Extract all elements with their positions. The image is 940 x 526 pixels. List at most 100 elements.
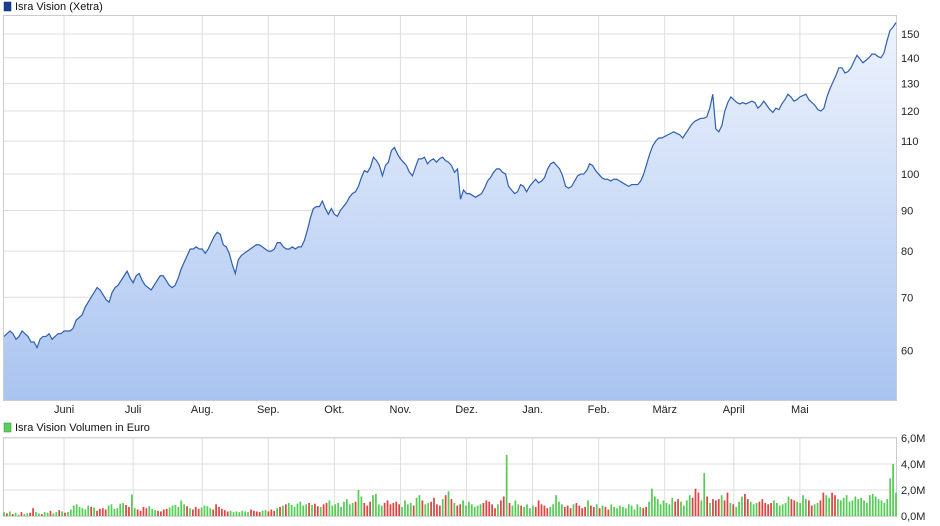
volume-bar: [37, 513, 40, 516]
price-legend-label: Isra Vision (Xetra): [15, 1, 103, 13]
volume-bar: [462, 500, 464, 516]
volume-bar: [223, 510, 226, 516]
volume-bar: [633, 509, 636, 516]
volume-bar: [607, 509, 610, 516]
volume-bar: [250, 509, 252, 516]
volume-bar: [523, 506, 525, 516]
volume-bar: [299, 501, 302, 516]
volume-bar: [366, 505, 369, 516]
volume-bar: [531, 505, 534, 516]
volume-bar: [191, 509, 194, 516]
x-tick-label: Feb.: [588, 404, 610, 416]
price-y-tick-label: 100: [901, 169, 919, 181]
volume-bar: [343, 501, 345, 516]
volume-bar: [267, 511, 270, 516]
volume-bar: [444, 495, 447, 516]
volume-bar: [482, 503, 485, 516]
volume-bar: [23, 514, 26, 516]
volume-bar: [752, 504, 755, 516]
volume-bar: [889, 478, 892, 516]
volume-bar: [502, 496, 505, 516]
volume-bar: [261, 510, 264, 516]
volume-bar: [488, 501, 491, 516]
volume-bar: [247, 512, 249, 516]
volume-bar: [11, 514, 14, 516]
volume-bar: [776, 503, 778, 516]
volume-bar: [282, 505, 284, 516]
volume-y-tick-label: 6,0M: [901, 433, 925, 445]
price-series-line: [3, 22, 897, 350]
volume-bar: [517, 504, 520, 516]
volume-bar: [104, 509, 107, 516]
volume-bar: [229, 510, 232, 516]
volume-bar: [270, 509, 273, 516]
volume-bar: [700, 500, 703, 516]
volume-bar: [154, 510, 156, 516]
volume-bar: [610, 504, 613, 516]
volume-bars: [3, 454, 897, 516]
volume-bar: [186, 506, 188, 516]
volume-bar: [587, 500, 589, 516]
volume-y-tick-label: 4,0M: [901, 459, 925, 471]
volume-bar: [613, 506, 616, 516]
volume-bar: [180, 500, 183, 516]
x-tick-label: Juli: [125, 404, 142, 416]
volume-bar: [392, 503, 395, 516]
volume-bar: [157, 510, 159, 516]
volume-bar: [773, 500, 775, 516]
x-tick-label: Nov.: [390, 404, 412, 416]
volume-bar: [845, 495, 848, 516]
volume-bar: [807, 500, 810, 516]
volume-bar: [520, 505, 523, 516]
volume-bar: [160, 511, 162, 516]
volume-legend-label: Isra Vision Volumen in Euro: [15, 422, 150, 434]
volume-bar: [648, 501, 650, 516]
volume-y-tick-label: 0,0M: [901, 511, 925, 523]
volume-bar: [58, 510, 61, 516]
volume-bar: [712, 499, 714, 516]
volume-bar: [64, 512, 66, 516]
volume-bar: [107, 505, 110, 516]
volume-bar: [69, 509, 72, 516]
volume-bar: [139, 510, 142, 516]
volume-bar: [860, 497, 862, 516]
volume-bar: [354, 501, 357, 516]
volume-bar: [871, 493, 874, 516]
volume-bar: [348, 504, 351, 516]
volume-bar: [764, 503, 767, 516]
volume-bar: [407, 504, 409, 516]
volume-bar: [441, 499, 444, 516]
volume-bar: [485, 500, 488, 516]
price-y-tick-label: 90: [901, 205, 913, 217]
volume-bar: [802, 495, 804, 516]
volume-bar: [235, 511, 238, 516]
volume-bar: [302, 505, 305, 516]
volume-bar: [624, 508, 627, 516]
volume-bar: [334, 504, 337, 516]
volume-bar: [415, 497, 418, 516]
volume-bar: [575, 503, 578, 516]
price-y-tick-label: 130: [901, 78, 919, 90]
volume-bar: [183, 504, 186, 516]
volume-bar: [99, 508, 101, 516]
volume-bar: [8, 511, 11, 516]
volume-bar: [253, 510, 255, 516]
volume-bar: [6, 513, 8, 516]
volume-bar: [767, 504, 770, 516]
volume-bar: [241, 510, 244, 516]
volume-bar: [738, 501, 740, 516]
volume-bar: [714, 500, 717, 516]
volume-bar: [619, 505, 621, 516]
volume-bar: [857, 499, 860, 516]
volume-bar: [694, 488, 697, 516]
volume-bar: [232, 512, 235, 516]
volume-bar: [685, 500, 688, 516]
volume-bar: [781, 504, 784, 516]
volume-bar: [566, 505, 569, 516]
volume-bar: [398, 504, 401, 516]
volume-bar: [20, 512, 23, 516]
volume-bar: [290, 504, 293, 516]
volume-bar: [828, 497, 831, 516]
volume-bar: [296, 503, 299, 516]
